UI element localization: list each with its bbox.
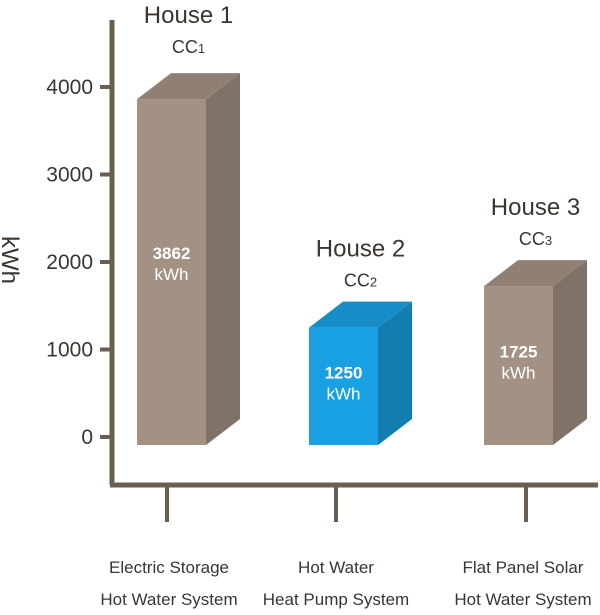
labels: 3862 kWh House 1 CC1 1250 kWh House 2 CC2 1725 kW… <box>100 2 591 609</box>
house-subtitle-index: 2 <box>370 275 377 290</box>
house-title: House 3 <box>491 194 580 221</box>
y-tick-label: 2000 <box>46 251 93 274</box>
house-title: House 2 <box>316 236 405 263</box>
bar-top-face <box>309 301 412 328</box>
house-subtitle: CC2 <box>344 271 377 291</box>
bar-top-face <box>137 73 240 100</box>
y-tick-label: 1000 <box>46 339 93 362</box>
bar-front-face <box>137 99 206 445</box>
bar-unit-label: kWh <box>502 364 536 383</box>
y-tick-label: 0 <box>81 426 93 449</box>
category-label: Flat Panel Solar <box>463 558 584 577</box>
category-label: Electric Storage <box>109 558 229 577</box>
bar-side-face <box>378 301 412 445</box>
category-label: Hot Water System <box>454 590 591 609</box>
y-tick-label: 4000 <box>46 76 93 99</box>
y-tick-label: 3000 <box>46 164 93 187</box>
bar-value-label: 1725 <box>500 343 538 362</box>
axes: 0 1000 2000 3000 4000 <box>46 20 598 522</box>
house-subtitle: CC1 <box>172 37 205 57</box>
bar-top-face <box>484 260 587 287</box>
category-label: Hot Water <box>298 558 374 577</box>
bar-side-face <box>206 73 240 445</box>
house-subtitle-index: 3 <box>545 233 552 248</box>
category-label: Heat Pump System <box>263 590 409 609</box>
bar <box>484 260 587 445</box>
house-subtitle: CC3 <box>519 229 552 249</box>
bar-side-face <box>553 260 587 445</box>
bar-front-face <box>484 286 553 445</box>
house-title: House 1 <box>144 2 233 29</box>
bar-front-face <box>309 327 378 445</box>
bar <box>137 73 240 445</box>
y-axis-label: kWh <box>0 236 23 284</box>
bar <box>309 301 412 445</box>
category-label: Hot Water System <box>100 590 237 609</box>
bars <box>137 73 587 445</box>
bar-unit-label: kWh <box>155 265 189 284</box>
bar-value-label: 3862 <box>153 244 191 263</box>
house-subtitle-index: 1 <box>198 41 205 56</box>
bar-unit-label: kWh <box>327 384 361 403</box>
bar-value-label: 1250 <box>325 363 363 382</box>
